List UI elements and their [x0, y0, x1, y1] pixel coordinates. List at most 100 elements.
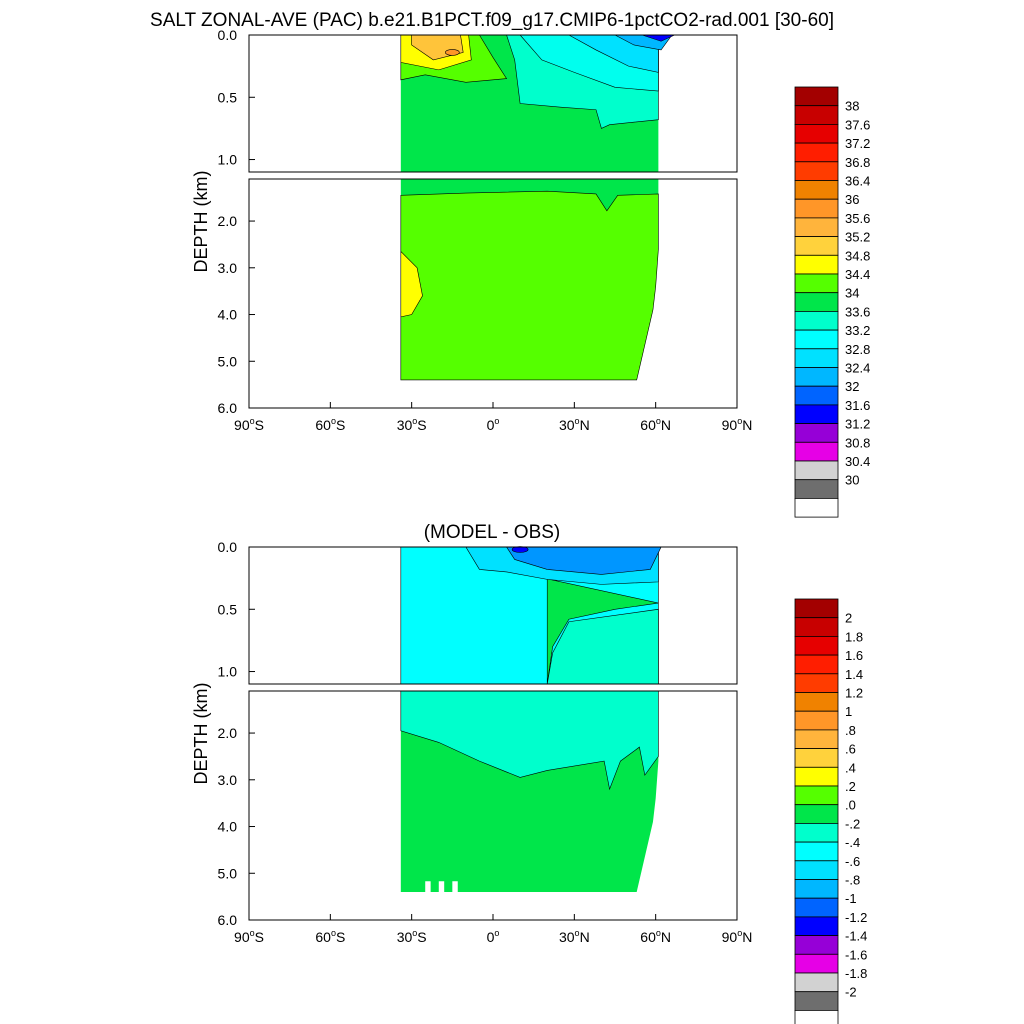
y-tick-label: 1.0 [218, 664, 238, 680]
colorbar-swatch [794, 142, 839, 163]
colorbar-label: 32.4 [845, 361, 870, 376]
colorbar-label: 38 [845, 99, 859, 114]
colorbar-swatch [794, 860, 839, 880]
x-tick-degree: 30 [397, 417, 413, 433]
x-tick-degree: 60 [315, 417, 331, 433]
x-tick-hemisphere: S [336, 929, 345, 945]
x-tick-label: 90oS [234, 928, 264, 945]
colorbar-label: 37.2 [845, 136, 870, 151]
colorbar-swatch [794, 329, 839, 350]
y-tick-label: 0.5 [218, 601, 238, 617]
x-tick-hemisphere: N [661, 417, 671, 433]
colorbar-label: 34.8 [845, 248, 870, 263]
colorbar-label: 36.8 [845, 155, 870, 170]
x-tick-hemisphere: N [742, 929, 752, 945]
colorbar-swatch [794, 423, 839, 443]
colorbar-swatch [794, 823, 839, 843]
colorbar-swatch [794, 441, 839, 462]
upper-frame [248, 34, 738, 173]
x-tick-degree-symbol: o [656, 928, 661, 938]
colorbar-label: -.8 [845, 873, 860, 888]
x-tick-label: 30oS [397, 416, 427, 433]
colorbar-label: 37.6 [845, 117, 870, 132]
colorbar-swatch [794, 972, 839, 993]
y-tick-label: 4.0 [218, 307, 238, 323]
x-tick-hemisphere: S [255, 417, 264, 433]
x-tick-label: 90oS [234, 416, 264, 433]
colorbar-label: 1.8 [845, 629, 863, 644]
x-tick-degree: 90 [722, 417, 738, 433]
colorbar-swatch [794, 897, 839, 918]
colorbar-label: 33.6 [845, 304, 870, 319]
colorbar-swatch [794, 348, 839, 368]
colorbar-swatch [794, 310, 839, 331]
x-tick-degree-symbol: o [331, 928, 336, 938]
x-tick-label: 90oN [722, 416, 753, 433]
colorbar-swatch [794, 198, 839, 219]
bias-band-mid [400, 690, 659, 791]
x-tick-label: 90oN [722, 928, 753, 945]
colorbar-label: -1.6 [845, 947, 867, 962]
y-tick-label: 5.0 [218, 353, 238, 369]
colorbar-label: 31.6 [845, 398, 870, 413]
colorbar-swatch [794, 935, 839, 955]
colorbar-label: -.4 [845, 835, 860, 850]
x-tick-degree: 60 [640, 929, 656, 945]
x-tick-degree: 60 [640, 417, 656, 433]
y-tick-label: 3.0 [218, 260, 238, 276]
upper-frame [248, 546, 738, 685]
x-tick-label: 60oN [640, 928, 671, 945]
x-tick-degree-symbol: o [494, 416, 499, 426]
colorbar-label: -1 [845, 891, 857, 906]
colorbar-label: 1.4 [845, 667, 863, 682]
x-tick-degree-symbol: o [575, 416, 580, 426]
colorbar-swatch [794, 367, 839, 387]
colorbar-swatch [794, 804, 839, 824]
colorbar-swatch [794, 729, 839, 750]
colorbar-swatch [794, 460, 839, 481]
colorbar-label: 33.2 [845, 323, 870, 338]
salinity-core [445, 49, 460, 56]
colorbar-swatch [794, 673, 839, 693]
colorbar-swatch [794, 916, 839, 937]
colorbar-label: -1.8 [845, 966, 867, 981]
colorbar-swatch [794, 636, 839, 656]
colorbar-label: 31.2 [845, 417, 870, 432]
colorbar-label: 30 [845, 473, 859, 488]
deep-salinity-band [400, 190, 659, 381]
x-tick-hemisphere: N [742, 417, 752, 433]
x-tick-degree: 30 [559, 929, 575, 945]
x-tick-label: 30oN [559, 416, 590, 433]
colorbar-label: 1.2 [845, 686, 863, 701]
colorbar-label: .8 [845, 723, 856, 738]
y-tick-label: 0.0 [218, 27, 238, 43]
y-tick-label: 2.0 [218, 213, 238, 229]
x-tick-degree-symbol: o [331, 416, 336, 426]
colorbar-label: 32 [845, 379, 859, 394]
x-tick-degree-symbol: o [575, 928, 580, 938]
colorbar-label: -.2 [845, 816, 860, 831]
colorbar-swatch [794, 710, 839, 731]
x-tick-degree: 30 [397, 929, 413, 945]
colorbar-swatch [794, 748, 839, 768]
colorbar-label: -1.2 [845, 910, 867, 925]
colorbar-swatch [794, 991, 839, 1011]
x-tick-label: 60oN [640, 416, 671, 433]
colorbar-swatch [794, 105, 839, 125]
x-tick-degree-symbol: o [250, 416, 255, 426]
colorbar-label: 35.6 [845, 211, 870, 226]
chart-title: SALT ZONAL-AVE (PAC) b.e21.B1PCT.f09_g17… [150, 10, 834, 31]
x-tick-hemisphere: S [417, 929, 426, 945]
x-tick-label: 60oS [315, 416, 345, 433]
x-tick-label: 30oS [397, 928, 427, 945]
x-tick-degree-symbol: o [412, 928, 417, 938]
chart-title: (MODEL - OBS) [424, 522, 561, 543]
colorbar-label: 35.2 [845, 230, 870, 245]
colorbar-label: 1.6 [845, 648, 863, 663]
y-tick-label: 3.0 [218, 772, 238, 788]
bias-zero-patch [546, 608, 659, 685]
x-tick-degree: 30 [559, 417, 575, 433]
colorbar-label: .2 [845, 779, 856, 794]
colorbar-swatch [794, 479, 839, 499]
colorbar-swatch [794, 180, 839, 200]
